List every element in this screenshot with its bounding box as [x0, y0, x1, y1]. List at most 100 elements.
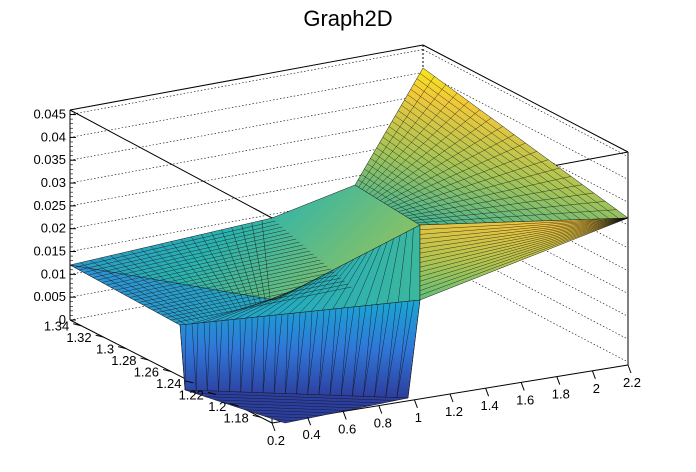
mesh-line [241, 225, 261, 304]
mesh-line [190, 296, 282, 325]
mesh-line [170, 241, 228, 313]
mesh-line [100, 257, 195, 322]
mesh-line [352, 305, 367, 397]
mesh-line [374, 303, 385, 397]
x-tick-mark [413, 399, 418, 408]
mesh-line [251, 316, 259, 393]
mesh-line [376, 117, 492, 199]
mesh-line [419, 217, 629, 254]
z-tick-label: 0.03 [41, 175, 66, 190]
mesh-line [211, 232, 247, 308]
z-gridline-back [69, 72, 424, 138]
mesh-line [307, 311, 313, 395]
x-tick-label: 0.6 [338, 421, 356, 436]
x-tick-mark [627, 364, 632, 374]
x-tick-label: 1.8 [552, 387, 570, 402]
mesh-line [120, 250, 311, 293]
x-tick-label: 0.8 [374, 416, 392, 431]
z-tick-label: 0.01 [41, 266, 66, 281]
y-tick-label: 1.28 [111, 353, 136, 368]
y-tick-label: 1.2 [208, 399, 226, 414]
x-tick-label: 1.6 [516, 392, 534, 407]
mesh-line [332, 252, 368, 310]
mesh-line [278, 269, 335, 315]
z-tick-label: 0.025 [33, 198, 66, 213]
mesh-line [194, 393, 396, 401]
mesh-line [204, 396, 384, 404]
mesh-line [380, 126, 503, 201]
mesh-line [262, 315, 271, 393]
mesh-line [221, 229, 252, 307]
x-tick-label: 0.2 [267, 433, 285, 448]
y-tick-label: 1.18 [223, 410, 248, 425]
mesh-line [110, 255, 200, 321]
z-gridline-spacer [70, 58, 272, 160]
mesh-line [160, 243, 223, 314]
mesh-line [307, 310, 319, 395]
mesh-line [130, 250, 209, 318]
y-axis: 1.181.2 1.221.241.261.281.3 1.321.34 [44, 319, 261, 425]
y-tick-mark [140, 357, 149, 361]
mesh-line [143, 265, 328, 306]
mesh-line [262, 316, 265, 393]
y-tick-label: 1.34 [44, 319, 69, 334]
mesh-line [412, 201, 606, 221]
mesh-line [111, 244, 304, 288]
mesh-line [354, 245, 381, 307]
mesh-line [97, 235, 293, 281]
mesh-line [218, 320, 223, 392]
mesh-line [363, 304, 379, 397]
mesh-line [416, 209, 617, 223]
mesh-line [396, 300, 415, 398]
mesh-line [419, 217, 629, 291]
x-tick-label: 1 [415, 410, 422, 425]
z-gridline-back [69, 117, 424, 184]
mesh-line [234, 406, 347, 411]
x-tick-label: 2.2 [623, 375, 641, 390]
mesh-line [340, 306, 355, 396]
y-tick-label: 1.32 [66, 330, 91, 345]
mesh-line [318, 309, 325, 395]
mesh-line [409, 192, 594, 219]
mesh-line [231, 227, 257, 306]
x-tick-label: 2 [593, 381, 600, 396]
mesh-line [244, 409, 335, 414]
mesh-line [191, 323, 197, 391]
mesh-line [214, 399, 372, 406]
mesh-line [419, 217, 629, 268]
mesh-line [383, 134, 515, 203]
x-tick-label: 1.2 [445, 404, 463, 419]
mesh-line [184, 324, 187, 391]
mesh-line [179, 324, 186, 391]
mesh-line [387, 142, 526, 206]
z-gridline-back [69, 49, 424, 115]
x-tick-mark [591, 370, 596, 379]
mesh-line [256, 275, 322, 318]
chart-title: Graph2D [303, 6, 392, 31]
mesh-line [408, 228, 414, 302]
mesh-line [234, 282, 309, 320]
mesh-line [405, 184, 583, 217]
mesh-line [419, 217, 629, 259]
mesh-line [310, 258, 355, 312]
z-gridline-spacer [70, 127, 272, 229]
mesh-line [288, 265, 342, 314]
box-edge-right-top [422, 44, 629, 153]
y-tick-mark [73, 323, 82, 327]
mesh-line [83, 226, 283, 273]
x-tick-mark [378, 405, 383, 414]
z-gridline-back [69, 163, 424, 229]
mesh-line [385, 301, 403, 398]
mesh-line [134, 259, 321, 301]
z-gridline-spacer [70, 13, 272, 115]
mesh-line [251, 222, 266, 303]
mesh-line [419, 217, 629, 282]
x-tick-mark [449, 393, 454, 403]
z-gridline-right [422, 49, 629, 157]
z-tick-label: 0.005 [33, 289, 66, 304]
z-gridline-spacer [70, 35, 272, 137]
mesh-line [343, 248, 375, 309]
mesh-line [296, 311, 307, 395]
y-tick-label: 1.3 [96, 342, 114, 357]
